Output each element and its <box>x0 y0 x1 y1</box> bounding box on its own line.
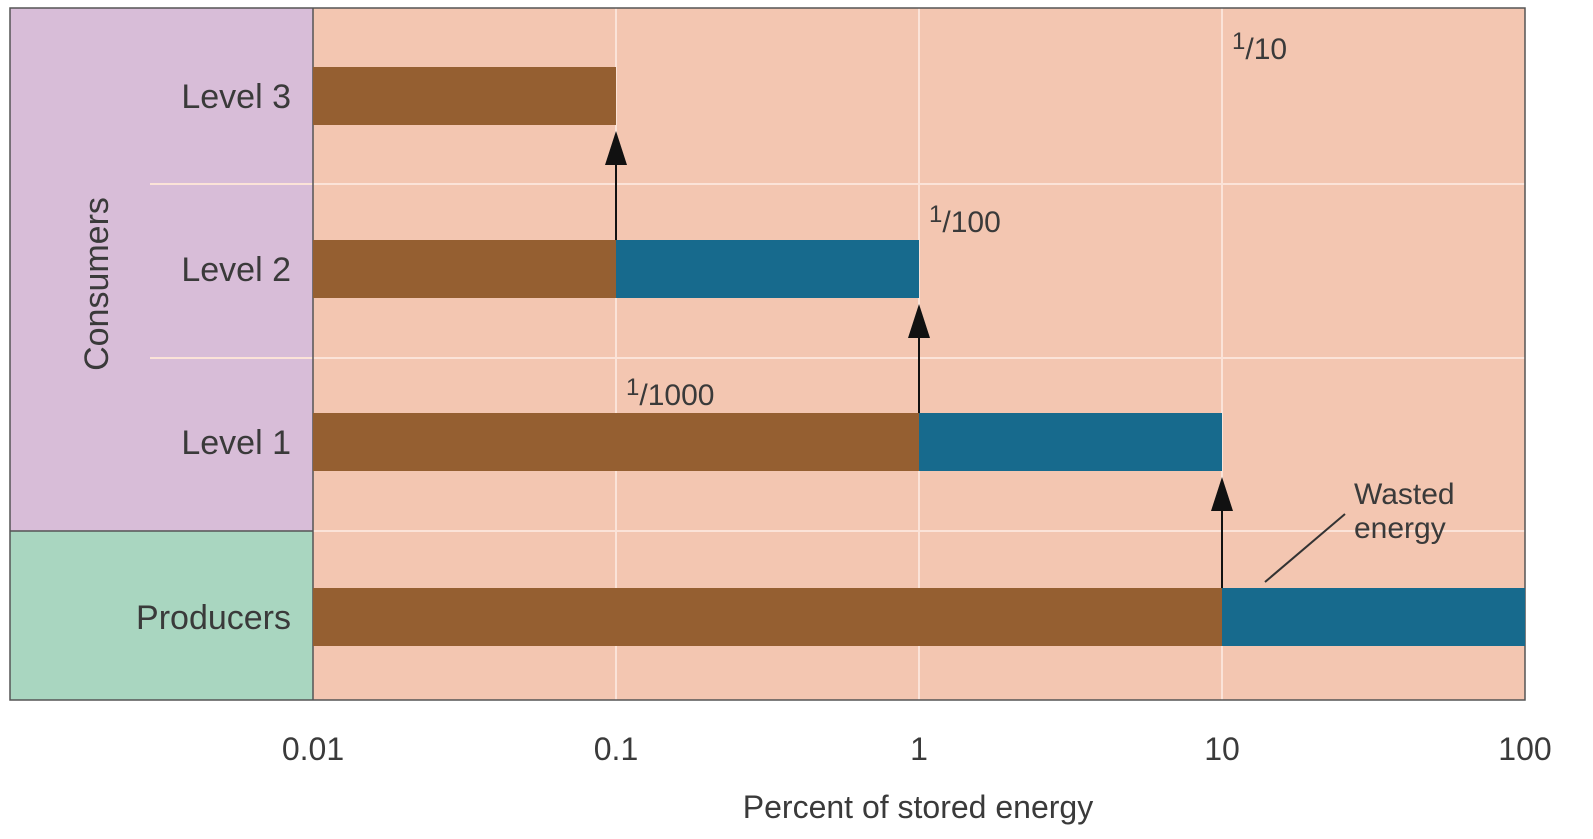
transfer-arrowhead <box>605 131 627 165</box>
row-label-producers: Producers <box>136 599 291 637</box>
x-tick-label: 0.1 <box>594 731 638 767</box>
fraction-denominator: /10 <box>1245 33 1287 66</box>
stored-energy-bar-level-3 <box>313 67 616 125</box>
fraction-numerator: 1 <box>626 374 639 401</box>
consumers-panel <box>10 8 313 531</box>
transfer-arrowhead <box>1211 477 1233 511</box>
chart-frame <box>9 7 1526 701</box>
group-label-consumers: Consumers <box>78 197 116 371</box>
annotation-energy: energy <box>1354 512 1446 545</box>
annotation-wasted: Wasted <box>1354 478 1455 511</box>
annotation-leader-line <box>1264 513 1346 583</box>
fraction-label: 1/1000 <box>626 374 714 412</box>
producers-panel <box>10 531 313 700</box>
row-label-level-3: Level 3 <box>181 78 291 116</box>
x-tick-label: 1 <box>910 731 928 767</box>
fraction-label: 1/100 <box>929 201 1001 239</box>
fraction-denominator: /1000 <box>639 379 714 412</box>
fraction-label: 1/10 <box>1232 28 1287 66</box>
row-label-level-2: Level 2 <box>181 251 291 289</box>
fraction-denominator: /100 <box>942 206 1000 239</box>
row-label-level-1: Level 1 <box>181 424 291 462</box>
stored-energy-bar-level-1 <box>313 413 919 471</box>
stored-energy-bar-producers <box>313 588 1222 646</box>
fraction-numerator: 1 <box>1232 28 1245 55</box>
x-tick-label: 100 <box>1498 731 1551 767</box>
wasted-energy-bar-producers <box>1222 588 1525 646</box>
stored-energy-bar-level-2 <box>313 240 616 298</box>
x-axis-title: Percent of stored energy <box>743 789 1093 825</box>
wasted-energy-bar-level-2 <box>616 240 919 298</box>
fraction-numerator: 1 <box>929 201 942 228</box>
transfer-arrowhead <box>908 304 930 338</box>
x-tick-label: 10 <box>1204 731 1240 767</box>
wasted-energy-bar-level-1 <box>919 413 1222 471</box>
x-tick-label: 0.01 <box>282 731 344 767</box>
